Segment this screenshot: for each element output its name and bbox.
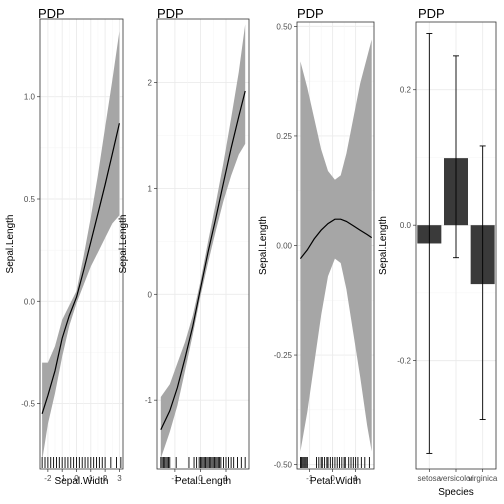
x-axis-label: Sepal.Width <box>55 476 109 487</box>
pdp-line <box>41 123 120 414</box>
y-tick-label: 1.0 <box>24 93 36 102</box>
x-tick-label: 1 <box>89 474 94 483</box>
panel-title: PDP <box>418 6 445 21</box>
panel-border <box>156 18 250 470</box>
x-axis-label: Petal.Width <box>310 476 361 487</box>
y-tick-label: 0.2 <box>400 86 412 95</box>
y-axis-label: Sepal.Length <box>258 216 269 275</box>
y-tick-label: 0.0 <box>400 221 412 230</box>
x-tick-label: 0 <box>330 474 335 483</box>
y-axis-label: Sepal.Length <box>5 215 16 274</box>
panel-grid <box>157 19 249 469</box>
x-tick-label: -1 <box>306 474 314 483</box>
rug-marks <box>41 457 122 468</box>
y-tick-label: -1 <box>145 396 153 405</box>
error-bar <box>426 33 433 454</box>
y-axis-label: Sepal.Length <box>118 215 129 274</box>
rug-marks <box>160 457 246 468</box>
x-tick-label: -1 <box>171 474 179 483</box>
confidence-band <box>160 24 246 459</box>
y-tick-label: 2 <box>148 79 153 88</box>
pdp-panel-1: -0.5 0.0 0.5 1.0 -2 -1 0 1 2 3 PDP Sepal.Width Sepal… <box>5 6 124 487</box>
panel-title: PDP <box>38 6 65 21</box>
y-tick-label: 1 <box>148 184 153 193</box>
confidence-band <box>300 39 372 452</box>
x-tick-label: virginica <box>468 474 498 483</box>
y-tick-label: 0.00 <box>276 242 292 251</box>
y-tick-label: 0.0 <box>24 297 36 306</box>
y-tick-label: 0.50 <box>276 22 292 31</box>
y-tick-label: -0.25 <box>274 351 293 360</box>
y-tick-label: -0.50 <box>274 461 293 470</box>
x-tick-label: -2 <box>44 474 52 483</box>
x-tick-label: setosa <box>418 474 442 483</box>
x-tick-label: 3 <box>117 474 122 483</box>
x-axis-label: Petal.Length <box>175 476 231 487</box>
y-tick-label: 0.25 <box>276 132 292 141</box>
confidence-band <box>42 31 120 461</box>
x-axis-label: Species <box>438 487 474 498</box>
panel-border <box>39 18 124 470</box>
error-bar <box>453 55 459 259</box>
pdp-panel-3: -0.50 -0.25 0.00 0.25 0.50 -1 0 1 PDP Petal.Width… <box>258 6 375 487</box>
x-tick-label: versicolor <box>439 474 474 483</box>
x-tick-label: 0 <box>198 474 203 483</box>
panel-title: PDP <box>297 6 324 21</box>
x-tick-label: 1 <box>224 474 229 483</box>
y-tick-label: -0.2 <box>397 357 411 366</box>
y-tick-label: 0 <box>148 290 153 299</box>
y-tick-label: 0.5 <box>24 195 36 204</box>
x-tick-label: 1 <box>353 474 358 483</box>
x-tick-label: -1 <box>59 474 67 483</box>
y-axis-label: Sepal.Length <box>378 216 389 275</box>
y-tick-label: -0.5 <box>21 400 35 409</box>
rug-marks <box>299 457 370 468</box>
pdp-line <box>160 90 246 431</box>
pdp-panel-2: -1 0 1 2 -1 0 1 PDP Petal.Length Sepal.Length <box>118 6 250 487</box>
x-tick-label: 0 <box>74 474 79 483</box>
x-tick-label: 2 <box>103 474 108 483</box>
pdp-line <box>299 218 373 259</box>
error-bar <box>479 145 486 421</box>
panel-title: PDP <box>157 6 184 21</box>
